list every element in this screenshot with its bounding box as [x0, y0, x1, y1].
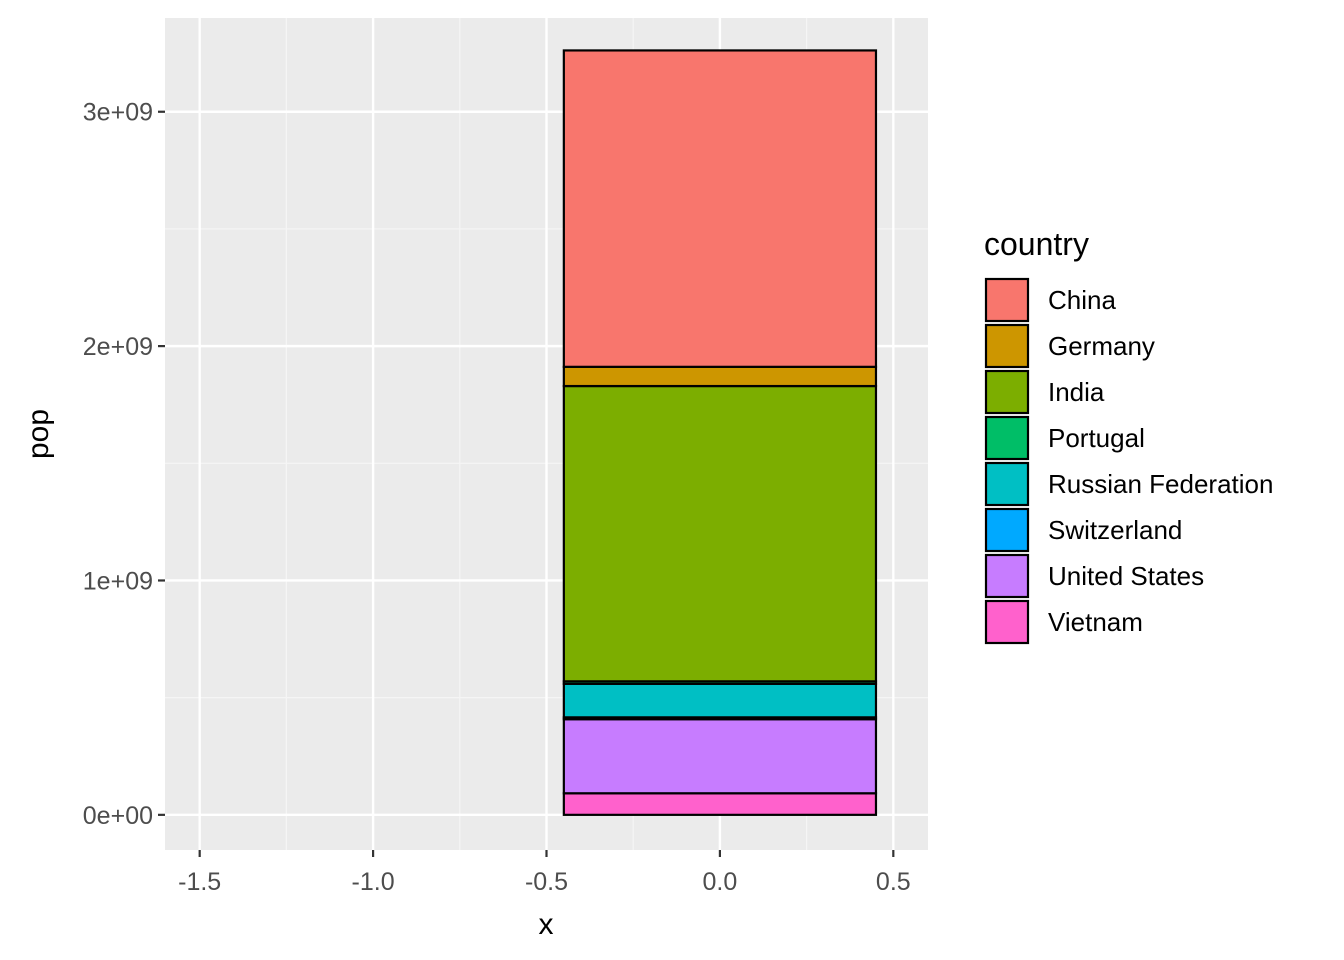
bar-segment-india [562, 384, 878, 683]
bar-segment-china [562, 49, 878, 368]
legend-title: country [984, 226, 1089, 262]
bar-segment-vietnam [562, 792, 878, 816]
legend-label: Germany [1048, 331, 1155, 361]
legend-label: Portugal [1048, 423, 1145, 453]
bar-segment-russian-federation [562, 682, 878, 719]
x-axis-title: x [539, 908, 554, 941]
y-axis-title: pop [22, 409, 55, 459]
y-tick-label: 1e+09 [83, 567, 153, 595]
legend-label: United States [1048, 561, 1204, 591]
bar-segments [562, 49, 878, 816]
y-tick-label: 2e+09 [83, 333, 153, 361]
x-axis: -1.5 -1.0 -0.5 0.0 0.5 [178, 850, 911, 896]
legend-label: Russian Federation [1048, 469, 1273, 499]
bar-segment-united-states [562, 718, 878, 795]
x-tick-label: 0.0 [703, 868, 738, 896]
legend-key-portugal [984, 415, 1030, 461]
legend-label: Vietnam [1048, 607, 1143, 637]
x-tick-label: -1.0 [352, 868, 395, 896]
legend-label: India [1048, 377, 1105, 407]
x-tick-label: -0.5 [525, 868, 568, 896]
legend-key-china [984, 277, 1030, 323]
legend: country China Germany India Portugal Russian… [984, 226, 1273, 645]
y-tick-label: 3e+09 [83, 99, 153, 127]
legend-key-switzerland [984, 507, 1030, 553]
legend-key-vietnam [984, 599, 1030, 645]
legend-key-germany [984, 323, 1030, 369]
legend-label: Switzerland [1048, 515, 1182, 545]
x-tick-label: 0.5 [876, 868, 911, 896]
legend-key-india [984, 369, 1030, 415]
legend-label: China [1048, 285, 1116, 315]
y-tick-label: 0e+00 [83, 802, 153, 830]
x-tick-label: -1.5 [178, 868, 221, 896]
bar-segment-germany [562, 365, 878, 388]
legend-key-russian-federation [984, 461, 1030, 507]
y-axis: 0e+00 1e+09 2e+09 3e+09 [83, 99, 165, 830]
legend-key-united-states [984, 553, 1030, 599]
